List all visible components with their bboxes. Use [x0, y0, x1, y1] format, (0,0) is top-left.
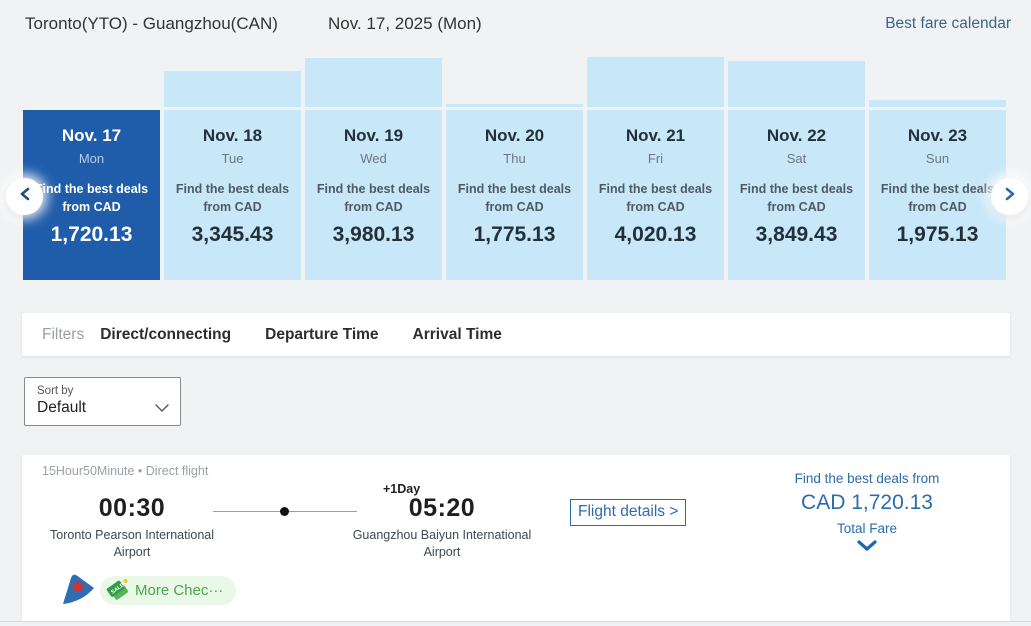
best-fare-calendar-link[interactable]: Best fare calendar: [885, 15, 1011, 32]
day-of-week: Sun: [925, 151, 950, 166]
sort-label: Sort by: [37, 385, 74, 397]
route-stop-dot: [280, 507, 289, 516]
day-of-week: Fri: [647, 151, 664, 166]
deal-label: Find the best deals from CAD: [175, 182, 290, 214]
china-southern-airline-logo-icon: [62, 574, 95, 605]
fare-day-card-nov18[interactable]: Nov. 18 Tue Find the best deals from CAD…: [164, 110, 301, 280]
price-level-bar: [587, 57, 724, 107]
fare-day-column: Nov. 21 Fri Find the best deals from CAD…: [587, 57, 724, 280]
day-of-week: Mon: [78, 151, 105, 166]
carousel-prev-button[interactable]: [6, 178, 43, 215]
fare-day-column: Nov. 20 Thu Find the best deals from CAD…: [446, 57, 583, 280]
fare-day-card-nov22[interactable]: Nov. 22 Sat Find the best deals from CAD…: [728, 110, 865, 280]
fare-amount: CAD 1,720.13: [801, 491, 933, 514]
filters-label: Filters: [42, 325, 85, 343]
arrival-info: +1Day 05:20 Guangzhou Baiyun Internation…: [337, 482, 547, 562]
price-level-bar: [728, 61, 865, 107]
promo-tag-pill[interactable]: SALE More Chec···: [100, 576, 237, 606]
price-level-bar: [164, 71, 301, 107]
fare-day-card-nov20[interactable]: Nov. 20 Thu Find the best deals from CAD…: [446, 110, 583, 280]
promo-tag-label: More Chec···: [135, 582, 224, 599]
flight-duration: 15Hour50Minute • Direct flight: [42, 464, 208, 478]
day-date: Nov. 17: [61, 126, 122, 145]
expand-fares-chevron-down-icon[interactable]: [857, 538, 877, 556]
day-date: Nov. 21: [625, 126, 686, 145]
flight-details-link[interactable]: Flight details >: [570, 499, 687, 526]
day-price: 3,980.13: [332, 223, 415, 246]
sort-dropdown[interactable]: Sort by Default: [24, 377, 181, 426]
price-level-bar: [446, 104, 583, 107]
fare-day-column: Nov. 17 Mon Find the best deals from CAD…: [23, 57, 160, 280]
deal-label: Find the best deals from CAD: [457, 182, 572, 214]
chevron-left-icon: [19, 187, 31, 206]
fare-day-column: Nov. 18 Tue Find the best deals from CAD…: [164, 57, 301, 280]
fare-day-column: Nov. 19 Wed Find the best deals from CAD…: [305, 57, 442, 280]
day-date: Nov. 19: [343, 126, 404, 145]
price-level-bar: [305, 58, 442, 107]
deal-label: Find the best deals from CAD: [34, 182, 149, 214]
filter-departure-time[interactable]: Departure Time: [265, 325, 379, 343]
day-date: Nov. 22: [766, 126, 827, 145]
chevron-down-icon: [155, 399, 169, 417]
day-price: 1,975.13: [896, 223, 979, 246]
fare-day-card-nov21[interactable]: Nov. 21 Fri Find the best deals from CAD…: [587, 110, 724, 280]
carousel-next-button[interactable]: [991, 178, 1028, 215]
price-level-bar: [869, 100, 1006, 107]
fare-deal-label: Find the best deals from: [794, 471, 940, 486]
fare-day-card-nov23[interactable]: Nov. 23 Sun Find the best deals from CAD…: [869, 110, 1006, 280]
day-price: 3,849.43: [755, 223, 838, 246]
filter-bar: Filters Direct/connecting Departure Time…: [22, 313, 1010, 356]
flight-type-text: Direct flight: [145, 464, 209, 478]
filter-arrival-time[interactable]: Arrival Time: [412, 325, 502, 343]
day-date: Nov. 18: [202, 126, 263, 145]
departure-info: 00:30 Toronto Pearson International Airp…: [32, 495, 232, 562]
bullet-separator: •: [137, 464, 143, 478]
fare-block: Find the best deals from CAD 1,720.13 To…: [722, 471, 1012, 556]
departure-airport: Toronto Pearson International Airport: [50, 528, 214, 560]
fare-day-card-nov17[interactable]: Nov. 17 Mon Find the best deals from CAD…: [23, 110, 160, 280]
deal-label: Find the best deals from CAD: [598, 182, 713, 214]
deal-label: Find the best deals from CAD: [880, 182, 995, 214]
fare-day-column: Nov. 22 Sat Find the best deals from CAD…: [728, 57, 865, 280]
bottom-divider: [0, 621, 1031, 622]
deal-label: Find the best deals from CAD: [316, 182, 431, 214]
total-fare-label: Total Fare: [836, 521, 898, 536]
duration-text: 15Hour50Minute: [42, 464, 135, 478]
fare-day-column: Nov. 23 Sun Find the best deals from CAD…: [869, 57, 1006, 280]
day-date: Nov. 20: [484, 126, 545, 145]
route-title: Toronto(YTO) - Guangzhou(CAN): [25, 14, 278, 33]
day-of-week: Tue: [221, 151, 244, 166]
day-of-week: Sat: [786, 151, 807, 166]
day-price: 1,775.13: [473, 223, 556, 246]
day-of-week: Thu: [503, 151, 526, 166]
fare-calendar-carousel: Nov. 17 Mon Find the best deals from CAD…: [23, 57, 1009, 280]
sale-tag-icon: SALE: [104, 576, 130, 606]
day-of-week: Wed: [360, 151, 387, 166]
day-price: 3,345.43: [191, 223, 274, 246]
day-price: 1,720.13: [50, 223, 133, 246]
arrival-time: 05:20: [408, 494, 476, 522]
arrival-day-offset: +1Day: [383, 482, 421, 496]
day-date: Nov. 23: [907, 126, 968, 145]
sort-selected-value: Default: [37, 399, 87, 416]
selected-date-title: Nov. 17, 2025 (Mon): [328, 14, 482, 33]
arrival-airport: Guangzhou Baiyun International Airport: [352, 528, 532, 560]
chevron-right-icon: [1004, 187, 1016, 206]
fare-day-card-nov19[interactable]: Nov. 19 Wed Find the best deals from CAD…: [305, 110, 442, 280]
flight-result-card: 15Hour50Minute • Direct flight 00:30 Tor…: [22, 455, 1010, 621]
departure-time: 00:30: [98, 494, 166, 522]
deal-label: Find the best deals from CAD: [739, 182, 854, 214]
day-price: 4,020.13: [614, 223, 697, 246]
filter-direct-connecting[interactable]: Direct/connecting: [100, 325, 232, 343]
